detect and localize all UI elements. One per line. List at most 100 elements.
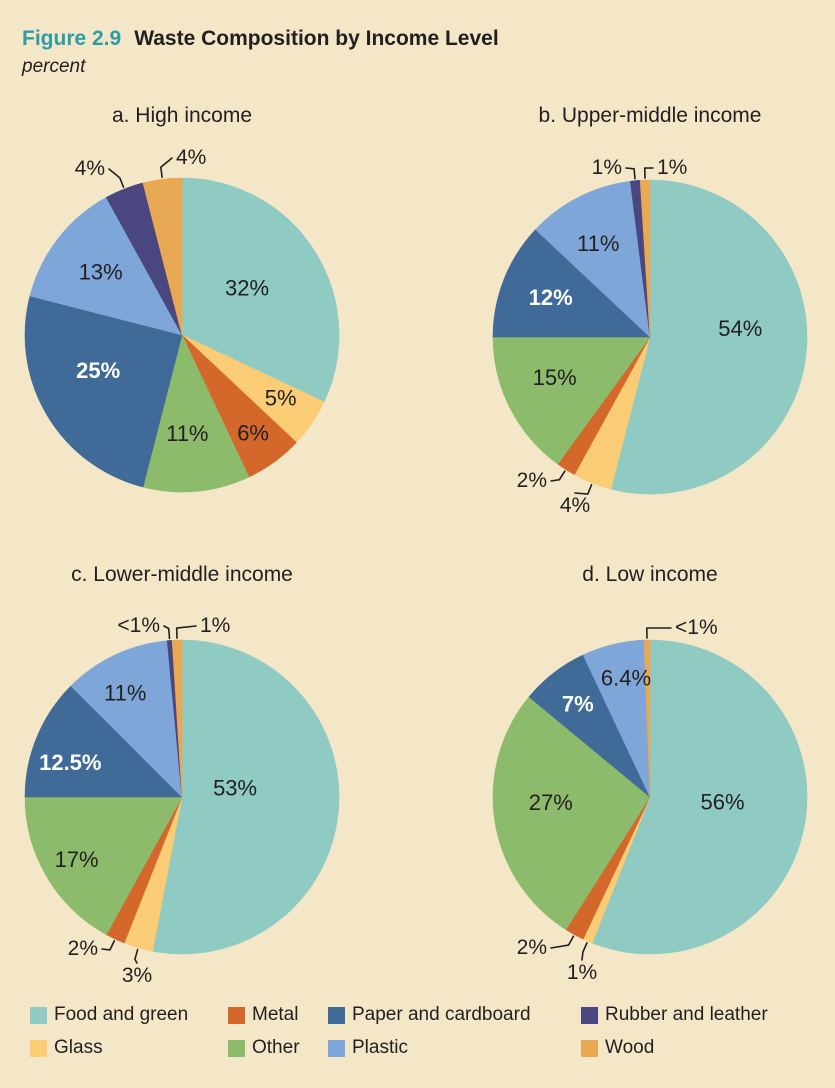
pie-d-slice-other: [492, 696, 651, 930]
pie-b-label-rubber: 1%: [592, 156, 622, 179]
legend-swatch-food-and-green: [30, 1006, 47, 1024]
pie-b-label-paper: 12%: [529, 285, 573, 310]
legend-item-paper-and-cardboard: Paper and cardboard: [328, 1004, 581, 1026]
legend-label-paper-and-cardboard: Paper and cardboard: [352, 1004, 531, 1025]
legend-label-wood: Wood: [605, 1037, 655, 1058]
pie-a-leader-wood: [160, 157, 173, 179]
pie-b-leader-rubber: [625, 167, 636, 180]
pie-a: 32% 5% 6% 11% 25% 13% 4% 4%: [24, 146, 340, 493]
pie-b-slice-wood: [639, 179, 651, 338]
legend-item-plastic: Plastic: [328, 1037, 581, 1059]
pie-b-slice-other: [492, 336, 651, 465]
pie-a-label-food_green: 32%: [225, 275, 269, 300]
pie-b-label-plastic: 11%: [577, 231, 619, 256]
pie-b-label-other: 15%: [533, 365, 577, 390]
legend-swatch-paper-and-cardboard: [328, 1006, 345, 1024]
pie-a-label-glass: 5%: [265, 386, 297, 411]
pie-a-label-paper: 25%: [76, 358, 120, 383]
pie-a-slice-plastic: [29, 197, 183, 336]
legend-item-wood: Wood: [581, 1037, 768, 1059]
pie-a-leader-rubber: [108, 168, 125, 188]
pie-a-slice-wood: [142, 177, 183, 336]
pie-c-label-rubber: <1%: [117, 614, 160, 637]
legend-item-glass: Glass: [30, 1037, 228, 1059]
pie-d-label-paper: 7%: [562, 692, 594, 717]
pie-c-leader-rubber: [163, 625, 171, 640]
figure-title: Waste Composition by Income Level: [134, 27, 499, 50]
pie-a-label-plastic: 13%: [79, 260, 123, 285]
pie-d-label-glass: 1%: [567, 961, 597, 984]
pie-b-slice-food_green: [610, 179, 808, 495]
pie-a-slice-food_green: [181, 177, 340, 403]
pie-d: 56% 1% 2% 27% 7% 6.4% <1%: [492, 616, 808, 984]
legend-item-other: Other: [228, 1037, 328, 1059]
pie-d-label-food_green: 56%: [700, 789, 744, 814]
pie-c-label-paper: 12.5%: [39, 750, 101, 775]
pie-d-slice-wood: [643, 639, 651, 798]
pie-d-label-metal: 2%: [517, 936, 547, 959]
pie-c-label-other: 17%: [55, 847, 99, 872]
pie-a-label-metal: 6%: [237, 420, 269, 445]
pie-b-label-food_green: 54%: [718, 316, 762, 341]
pie-b-slice-paper: [492, 229, 651, 338]
pie-d-leader-glass: [581, 942, 588, 961]
pie-d-label-plastic: 6.4%: [601, 666, 651, 691]
pie-d-slice-food_green: [591, 639, 808, 955]
pie-a-label-rubber: 4%: [75, 157, 105, 180]
pie-c-label-metal: 2%: [68, 937, 98, 960]
legend-swatch-plastic: [328, 1039, 345, 1057]
pie-b-label-metal: 2%: [517, 469, 547, 492]
legend-swatch-glass: [30, 1039, 47, 1057]
pie-b-leader-glass: [574, 483, 593, 495]
pie-c-slice-plastic: [70, 640, 183, 798]
pie-d-leader-metal: [550, 935, 575, 949]
pie-c-leader-glass: [134, 948, 139, 964]
chart-legend: Food and green Metal Paper and cardboard…: [30, 1004, 768, 1059]
legend-swatch-metal: [228, 1006, 245, 1024]
pie-c-slice-paper: [24, 685, 183, 798]
legend-label-food-and-green: Food and green: [54, 1004, 189, 1025]
legend-label-metal: Metal: [252, 1004, 299, 1025]
pie-b-leader-wood: [643, 167, 654, 179]
pie-b-slice-plastic: [535, 180, 651, 338]
figure-header: Figure 2.9 Waste Composition by Income Le…: [22, 26, 499, 79]
pie-c-leader-wood: [175, 625, 197, 639]
pie-c-title: c. Lower-middle income: [71, 563, 293, 586]
pie-b-title: b. Upper-middle income: [538, 104, 762, 127]
legend-label-other: Other: [252, 1037, 300, 1058]
pie-b-leader-metal: [550, 470, 566, 482]
pie-a-label-wood: 4%: [176, 146, 206, 169]
pie-d-leader-wood: [645, 627, 672, 639]
pie-c-label-food_green: 53%: [213, 776, 257, 801]
pie-d-label-other: 27%: [529, 790, 573, 815]
pie-c-slice-food_green: [152, 639, 340, 955]
pie-c-slice-wood: [171, 639, 183, 798]
pie-a-title: a. High income: [111, 104, 253, 127]
pie-d-label-wood: <1%: [675, 616, 718, 639]
legend-label-rubber-and-leather: Rubber and leather: [605, 1004, 768, 1025]
legend-item-rubber-and-leather: Rubber and leather: [581, 1004, 768, 1026]
pie-c-slice-other: [24, 796, 183, 935]
pie-b-label-glass: 4%: [560, 494, 590, 517]
pie-a-label-other: 11%: [166, 421, 208, 446]
legend-label-plastic: Plastic: [352, 1037, 408, 1058]
pie-a-slice-paper: [24, 295, 183, 488]
legend-item-food-and-green: Food and green: [30, 1004, 228, 1026]
pie-b: 54% 4% 2% 15% 12% 11% 1% 1%: [492, 156, 808, 517]
pie-a-slice-other: [142, 334, 250, 493]
legend-item-metal: Metal: [228, 1004, 328, 1026]
pie-c: 53% 3% 2% 17% 12.5% 11% <1% 1%: [24, 614, 340, 987]
legend-label-glass: Glass: [54, 1037, 103, 1058]
figure-number: Figure 2.9: [22, 27, 122, 50]
figure-unit-subtitle: percent: [22, 56, 86, 78]
pie-d-title: d. Low income: [582, 563, 718, 586]
pie-b-label-wood: 1%: [657, 156, 687, 179]
pie-c-label-wood: 1%: [200, 614, 230, 637]
pie-c-label-plastic: 11%: [104, 681, 146, 706]
legend-swatch-other: [228, 1039, 245, 1057]
pie-c-label-glass: 3%: [122, 964, 152, 987]
legend-swatch-wood: [581, 1039, 598, 1057]
legend-swatch-rubber-and-leather: [581, 1006, 598, 1024]
